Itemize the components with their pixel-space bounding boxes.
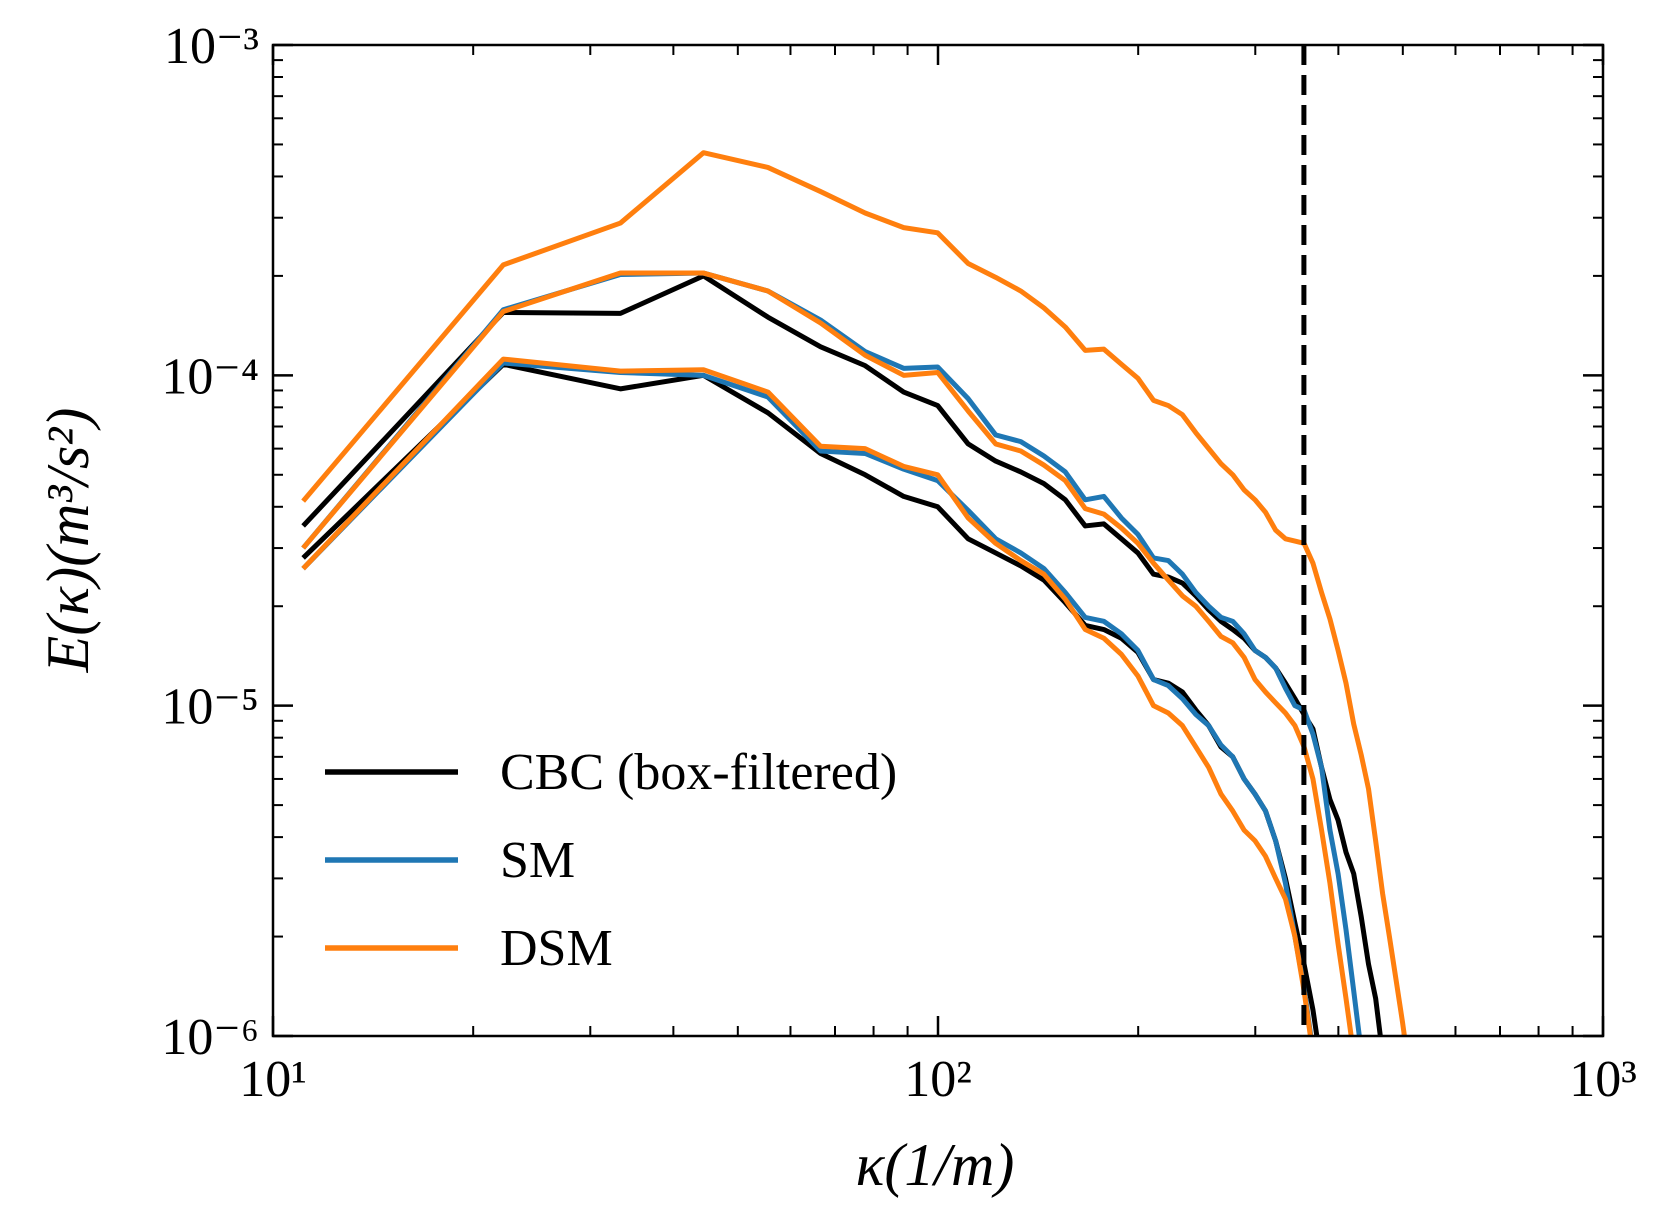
y-tick-label: 10⁻³ <box>164 18 259 75</box>
series-line <box>301 356 1313 1036</box>
y-tick-label: 10⁻⁴ <box>161 348 259 405</box>
x-tick-label: 10³ <box>1569 1051 1637 1108</box>
plot-area <box>301 150 1407 1036</box>
y-tick-label: 10⁻⁵ <box>161 679 259 736</box>
legend-label: SM <box>500 832 575 889</box>
legend-label: DSM <box>500 920 613 977</box>
y-axis-label: E(κ)(m³/s²) <box>35 408 101 674</box>
legend-label: CBC (box-filtered) <box>500 744 897 801</box>
x-tick-label: 10¹ <box>239 1051 307 1108</box>
series-line <box>301 270 1362 1036</box>
series-line <box>301 270 1354 1036</box>
y-tick-label: 10⁻⁶ <box>161 1009 259 1066</box>
x-tick-label: 10² <box>904 1051 972 1108</box>
series-line <box>301 273 1383 1036</box>
x-axis-label: κ(1/m) <box>856 1132 1015 1198</box>
plot-frame <box>271 43 1605 1038</box>
series-line <box>301 360 1314 1036</box>
series-line <box>301 150 1407 1036</box>
